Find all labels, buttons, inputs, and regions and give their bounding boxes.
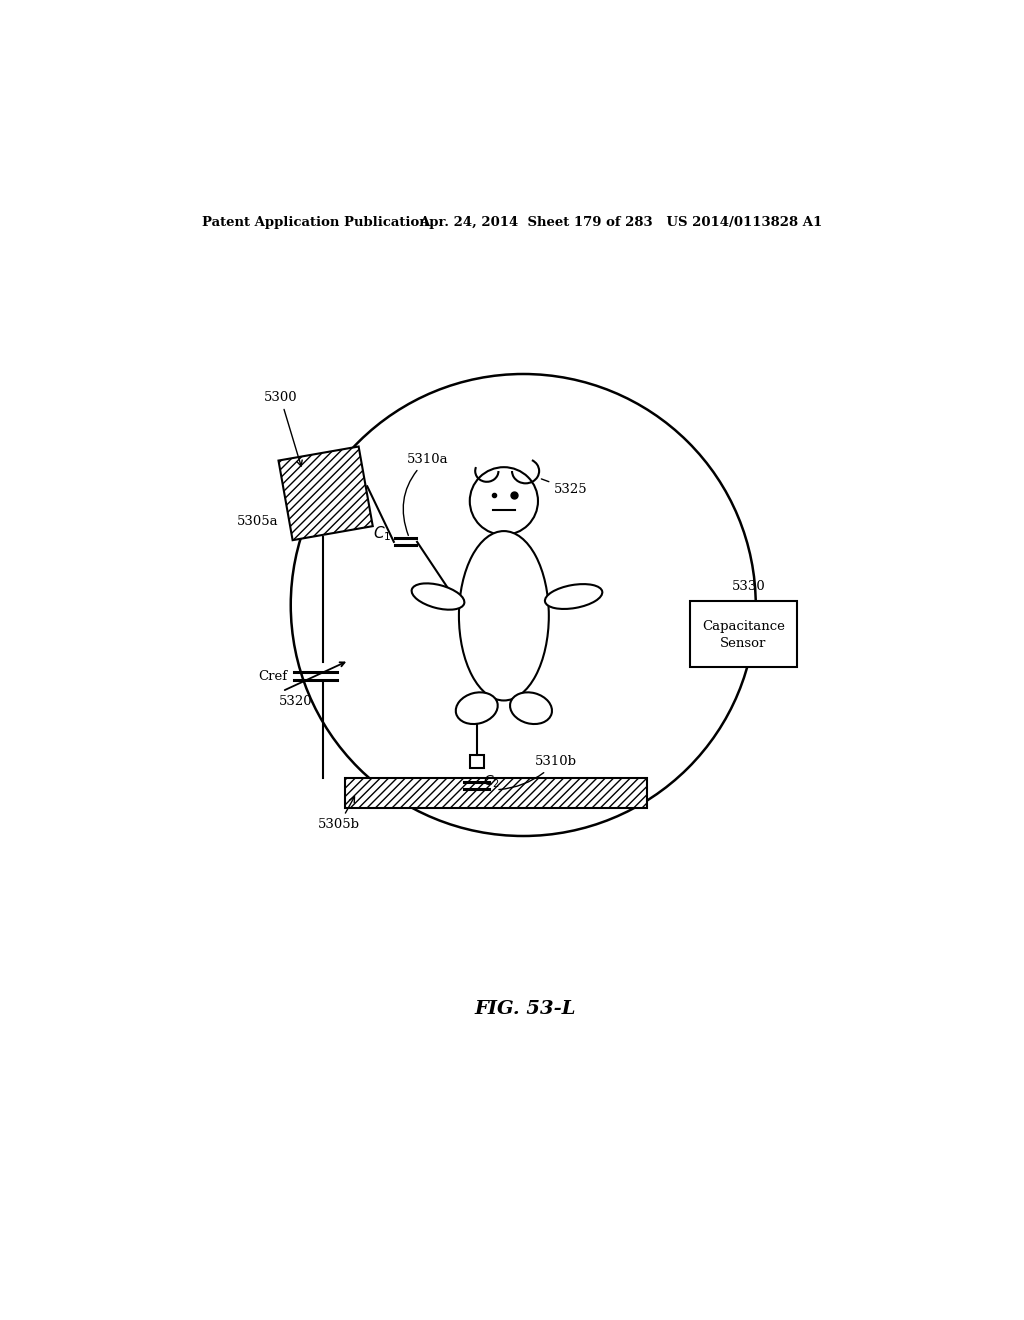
Ellipse shape: [456, 692, 498, 725]
Text: $C_2$: $C_2$: [483, 774, 500, 789]
Ellipse shape: [412, 583, 464, 610]
Text: 5310b: 5310b: [499, 755, 577, 789]
Circle shape: [470, 467, 538, 535]
Text: $C_1$: $C_1$: [373, 524, 391, 543]
Ellipse shape: [459, 531, 549, 701]
Text: 5310a: 5310a: [403, 453, 449, 536]
Ellipse shape: [510, 692, 552, 725]
Text: 5305b: 5305b: [317, 797, 359, 832]
Text: Cref: Cref: [258, 669, 288, 682]
Text: 5330: 5330: [732, 579, 766, 593]
Ellipse shape: [545, 583, 602, 609]
Text: 5320: 5320: [280, 696, 312, 708]
Text: FIG. 53-L: FIG. 53-L: [474, 1001, 575, 1018]
Text: Sensor: Sensor: [720, 638, 767, 651]
Text: Patent Application Publication: Patent Application Publication: [202, 216, 428, 230]
Text: 5300: 5300: [263, 391, 302, 466]
Polygon shape: [279, 446, 373, 540]
Text: 5305a: 5305a: [237, 515, 279, 528]
Text: Apr. 24, 2014  Sheet 179 of 283   US 2014/0113828 A1: Apr. 24, 2014 Sheet 179 of 283 US 2014/0…: [419, 216, 822, 230]
Bar: [345, 779, 647, 808]
Text: Capacitance: Capacitance: [701, 619, 784, 632]
Bar: [470, 755, 483, 768]
Text: 5325: 5325: [542, 479, 588, 496]
Bar: [690, 601, 797, 667]
